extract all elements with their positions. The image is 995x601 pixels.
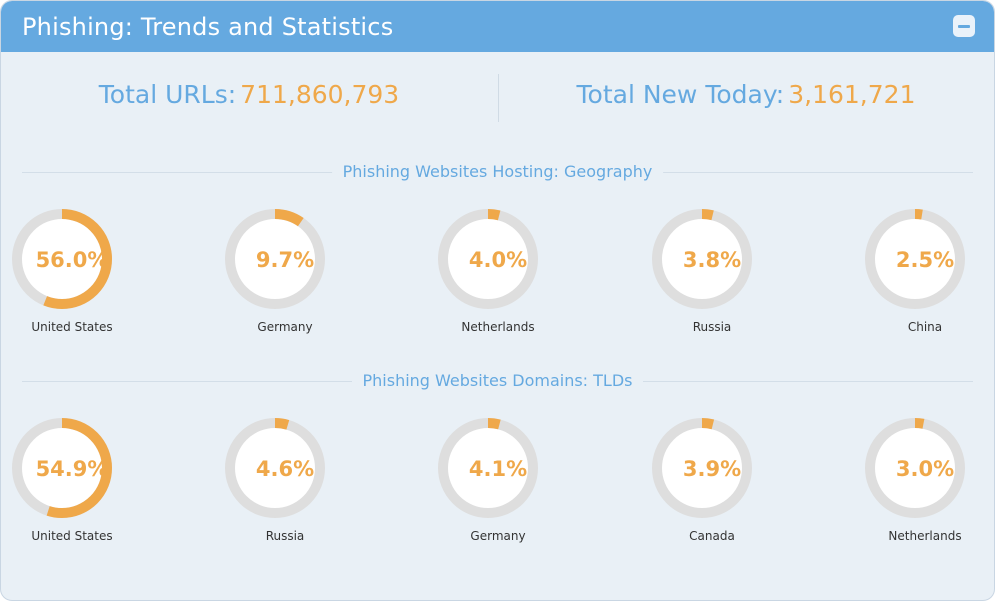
total-new-today: Total New Today: 3,161,721	[498, 80, 994, 109]
panel-header: Phishing: Trends and Statistics	[1, 1, 994, 52]
section-geography-title: Phishing Websites Hosting: Geography	[331, 161, 664, 183]
donut-ring	[652, 209, 752, 309]
donut-percent-label: 54.9%	[35, 457, 109, 481]
donut-country-label: Canada	[689, 529, 735, 543]
donut-0-4: 2.5% China	[855, 209, 975, 339]
donut-country-label: United States	[31, 529, 113, 543]
donut-0-2: 4.0% Netherlands	[428, 209, 548, 339]
donut-country-label: Germany	[470, 529, 526, 543]
donut-percent-label: 3.0%	[895, 457, 955, 481]
donut-percent-label: 4.6%	[255, 457, 315, 481]
donut-country-label: United States	[31, 320, 113, 334]
donut-slice	[438, 418, 538, 518]
total-new-label: Total New Today:	[576, 80, 785, 109]
panel-title: Phishing: Trends and Statistics	[22, 13, 394, 41]
section-tlds-title: Phishing Websites Domains: TLDs	[351, 370, 644, 392]
donut-country-label: Netherlands	[461, 320, 535, 334]
donut-ring	[438, 209, 538, 309]
donut-ring	[12, 209, 112, 309]
donut-slice	[865, 209, 965, 309]
donut-ring	[225, 209, 325, 309]
minus-icon[interactable]	[953, 15, 975, 37]
total-new-value: 3,161,721	[788, 80, 916, 109]
donut-slice	[225, 209, 325, 309]
donut-percent-label: 4.1%	[468, 457, 528, 481]
donut-slice	[652, 418, 752, 518]
donut-percent-label: 4.0%	[468, 248, 528, 272]
donut-1-2: 4.1% Germany	[428, 418, 548, 548]
donut-ring	[865, 418, 965, 518]
donut-1-1: 4.6% Russia	[215, 418, 335, 548]
donut-slice	[652, 209, 752, 309]
donut-ring	[652, 418, 752, 518]
donut-country-label: Russia	[692, 320, 732, 334]
section-geography-heading: Phishing Websites Hosting: Geography	[22, 161, 973, 183]
donut-1-4: 3.0% Netherlands	[855, 418, 975, 548]
donut-0-1: 9.7% Germany	[215, 209, 335, 339]
donut-country-label: Russia	[265, 529, 305, 543]
donut-ring	[438, 418, 538, 518]
donut-percent-label: 56.0%	[35, 248, 109, 272]
donut-slice	[865, 418, 965, 518]
donut-country-label: Netherlands	[888, 529, 962, 543]
donut-slice	[225, 418, 325, 518]
donut-percent-label: 2.5%	[895, 248, 955, 272]
donut-country-label: China	[907, 320, 943, 334]
donut-percent-label: 3.9%	[682, 457, 742, 481]
total-urls-label: Total URLs:	[98, 80, 237, 109]
donut-1-0: 54.9% United States	[2, 418, 122, 548]
section-tlds-heading: Phishing Websites Domains: TLDs	[22, 370, 973, 392]
donut-slice	[12, 418, 112, 518]
donut-slice	[438, 209, 538, 309]
donut-ring	[12, 418, 112, 518]
donut-0-3: 3.8% Russia	[642, 209, 762, 339]
donut-percent-label: 3.8%	[682, 248, 742, 272]
donut-slice	[12, 209, 112, 309]
donut-1-3: 3.9% Canada	[642, 418, 762, 548]
donut-ring	[865, 209, 965, 309]
totals-divider	[498, 74, 499, 122]
donut-0-0: 56.0% United States	[2, 209, 122, 339]
total-urls-value: 711,860,793	[240, 80, 400, 109]
total-urls: Total URLs: 711,860,793	[1, 80, 497, 109]
donut-country-label: Germany	[257, 320, 313, 334]
totals-row: Total URLs: 711,860,793 Total New Today: 3…	[1, 74, 994, 122]
donut-percent-label: 9.7%	[255, 248, 315, 272]
donut-ring	[225, 418, 325, 518]
